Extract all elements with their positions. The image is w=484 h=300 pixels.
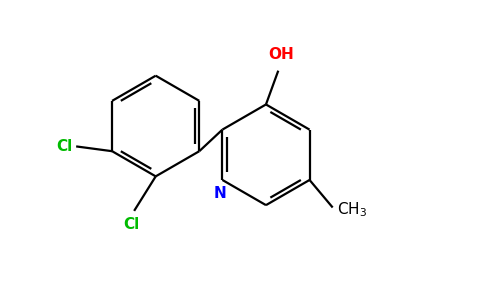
Text: Cl: Cl <box>123 217 140 232</box>
Text: OH: OH <box>268 47 293 62</box>
Text: N: N <box>213 186 227 201</box>
Text: CH$_3$: CH$_3$ <box>337 201 368 219</box>
Text: Cl: Cl <box>56 139 72 154</box>
